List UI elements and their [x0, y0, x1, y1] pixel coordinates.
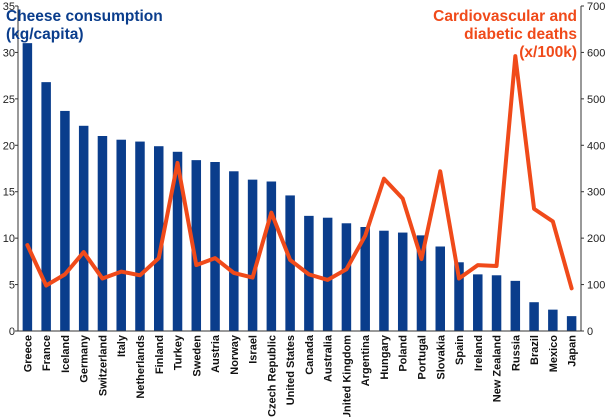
category-label-united-states: United States — [285, 335, 297, 405]
category-label-france: France — [41, 335, 53, 371]
bar-russia — [510, 280, 521, 331]
deaths-line — [25, 54, 574, 291]
left-tick-label: 10 — [3, 233, 15, 245]
category-label-mexico: Mexico — [548, 335, 560, 373]
bar-australia — [322, 217, 333, 331]
right-tick-label: 200 — [587, 233, 605, 245]
bar-spain — [454, 262, 464, 331]
right-tick-label: 0 — [587, 326, 593, 338]
bar-austria — [210, 162, 220, 331]
bar-mexico — [548, 309, 558, 331]
right-tick-label: 500 — [587, 94, 605, 106]
left-axis-title-line2: (kg/capita) — [6, 26, 84, 43]
bar-greece — [22, 43, 33, 331]
category-labels: Greece France Iceland Germany Switzerland Ita… — [22, 334, 578, 417]
bar-united-kingdom — [341, 223, 352, 331]
bar-germany — [78, 125, 89, 331]
bar-argentina — [360, 227, 370, 331]
right-tick-label: 100 — [587, 280, 605, 292]
bar-slovakia — [435, 246, 445, 331]
bar-hungary — [379, 230, 389, 331]
bar-switzerland — [97, 136, 108, 331]
bar-turkey — [172, 151, 183, 331]
category-label-united-kingdom: United Kingdom — [341, 335, 353, 417]
left-axis-title-line1: Cheese consumption — [6, 8, 163, 25]
bar-czech-republic — [266, 181, 277, 331]
bar-italy — [116, 139, 126, 331]
category-label-israel: Israel — [248, 335, 260, 364]
category-label-russia: Russia — [510, 334, 522, 371]
bar-poland — [397, 232, 408, 331]
bar-brazil — [529, 302, 539, 331]
left-axis-ticks: 0 5 10 15 20 25 30 35 — [3, 1, 18, 338]
category-label-portugal: Portugal — [416, 335, 428, 380]
left-tick-label: 15 — [3, 187, 15, 199]
category-label-poland: Poland — [398, 335, 410, 372]
right-tick-label: 400 — [587, 140, 605, 152]
right-axis-ticks: 0 100 200 300 400 500 600 700 — [581, 1, 605, 338]
category-label-iceland: Iceland — [60, 335, 72, 373]
bar-israel — [247, 179, 258, 331]
right-tick-label: 600 — [587, 47, 605, 59]
left-tick-label: 0 — [9, 326, 15, 338]
left-tick-label: 30 — [3, 47, 15, 59]
category-label-canada: Canada — [304, 334, 316, 375]
bar-new-zealand — [491, 275, 502, 331]
category-label-germany: Germany — [79, 334, 91, 383]
bar-norway — [229, 171, 239, 331]
bar-iceland — [60, 110, 70, 332]
category-label-japan: Japan — [567, 335, 579, 367]
category-label-australia: Australia — [323, 334, 335, 382]
category-label-ireland: Ireland — [473, 335, 485, 371]
left-tick-label: 35 — [3, 1, 15, 13]
category-label-brazil: Brazil — [529, 335, 541, 365]
category-label-spain: Spain — [454, 335, 466, 365]
bar-france — [41, 82, 51, 331]
bar-japan — [566, 316, 577, 331]
category-label-italy: Italy — [116, 334, 128, 357]
category-label-hungary: Hungary — [379, 334, 391, 380]
category-label-netherlands: Netherlands — [135, 335, 147, 399]
bar-united-states — [285, 195, 295, 331]
bar-netherlands — [135, 141, 145, 331]
line-series-deaths — [25, 54, 574, 291]
bar-portugal — [416, 235, 427, 331]
category-label-norway: Norway — [229, 334, 241, 375]
right-tick-label: 300 — [587, 187, 605, 199]
category-label-finland: Finland — [154, 335, 166, 374]
right-axis-title-line3: (x/100k) — [519, 44, 577, 61]
category-label-slovakia: Slovakia — [435, 334, 447, 380]
category-label-sweden: Sweden — [191, 335, 203, 377]
category-label-czech-republic: Czech Republic — [266, 335, 278, 417]
bar-sweden — [191, 160, 202, 331]
bar-ireland — [473, 274, 483, 331]
axes — [17, 6, 582, 332]
right-tick-label: 700 — [587, 1, 605, 13]
bar-series-cheese — [22, 43, 577, 332]
bar-finland — [154, 146, 164, 331]
category-label-austria: Austria — [210, 334, 222, 373]
left-tick-label: 25 — [3, 94, 15, 106]
left-tick-label: 20 — [3, 140, 15, 152]
left-tick-label: 5 — [9, 280, 15, 292]
category-label-new-zealand: New Zealand — [492, 335, 504, 402]
category-label-turkey: Turkey — [173, 334, 185, 370]
category-label-argentina: Argentina — [360, 334, 372, 386]
right-axis-title-line1: Cardiovascular and — [433, 8, 577, 25]
category-label-switzerland: Switzerland — [97, 335, 109, 396]
category-label-greece: Greece — [22, 335, 34, 372]
right-axis-title-line2: diabetic deaths — [464, 26, 577, 43]
